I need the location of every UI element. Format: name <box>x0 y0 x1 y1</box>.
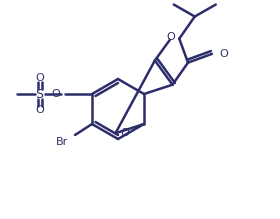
Text: O: O <box>35 105 44 115</box>
Text: O: O <box>219 49 228 59</box>
Text: S: S <box>36 88 43 101</box>
Text: O: O <box>120 128 129 138</box>
Text: O: O <box>35 73 44 83</box>
Text: Br: Br <box>56 137 68 147</box>
Text: O: O <box>51 89 60 99</box>
Text: O: O <box>167 32 175 42</box>
